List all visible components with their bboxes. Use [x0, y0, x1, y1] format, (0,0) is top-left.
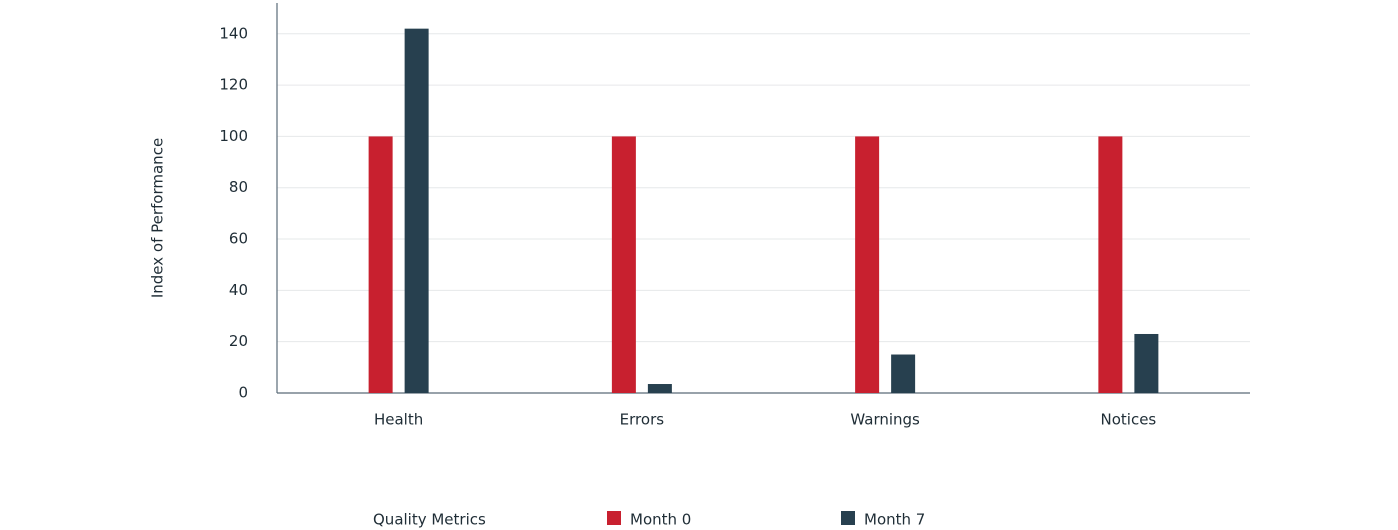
- legend-label: Month 0: [630, 511, 691, 529]
- x-tick-label: Notices: [1101, 411, 1157, 429]
- bar: [368, 136, 393, 393]
- bar: [611, 136, 636, 393]
- x-tick-label: Warnings: [850, 411, 920, 429]
- x-axis-title: Quality Metrics: [373, 511, 486, 529]
- bar: [891, 354, 916, 393]
- bar: [855, 136, 880, 393]
- bar: [647, 384, 672, 393]
- legend-swatch: [841, 511, 855, 525]
- y-tick-label: 0: [238, 384, 248, 402]
- y-tick-label: 40: [229, 281, 248, 299]
- y-tick-label: 100: [219, 127, 248, 145]
- legend-label: Month 7: [864, 511, 925, 529]
- bar: [1098, 136, 1123, 393]
- y-axis-title: Index of Performance: [149, 138, 167, 298]
- y-tick-label: 20: [229, 332, 248, 350]
- x-tick-label: Errors: [620, 411, 665, 429]
- y-tick-label: 120: [219, 76, 248, 94]
- y-tick-label: 140: [219, 24, 248, 42]
- y-tick-label: 80: [229, 178, 248, 196]
- legend-swatch: [607, 511, 621, 525]
- bar: [404, 28, 429, 393]
- y-tick-label: 60: [229, 230, 248, 248]
- x-tick-label: Health: [374, 411, 423, 429]
- bar: [1134, 333, 1159, 393]
